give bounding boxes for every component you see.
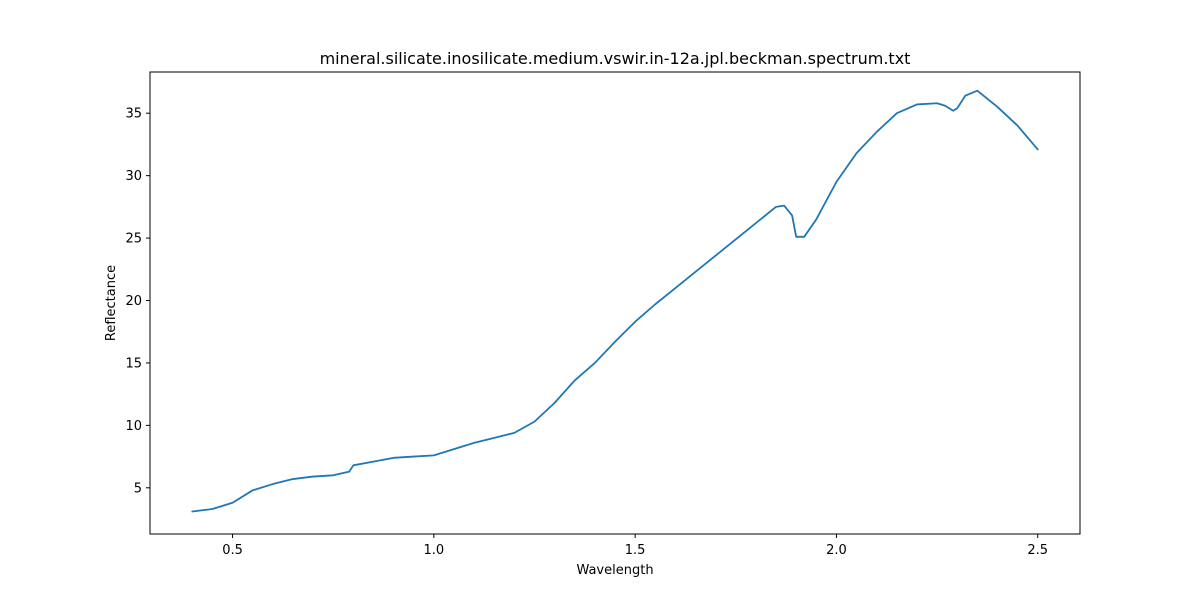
y-tick-label: 5 bbox=[134, 481, 142, 496]
series-line-0 bbox=[191, 89, 1039, 513]
y-axis-label: Reflectance bbox=[104, 265, 119, 341]
y-axis: 5 10 15 20 25 30 35 bbox=[125, 107, 150, 496]
y-tick-label: 35 bbox=[125, 107, 142, 122]
plot-area bbox=[191, 89, 1039, 513]
chart-title: mineral.silicate.inosilicate.medium.vswi… bbox=[320, 49, 911, 68]
x-tick-label: 0.5 bbox=[222, 543, 243, 558]
y-tick-label: 25 bbox=[125, 232, 142, 247]
y-tick-label: 10 bbox=[125, 419, 142, 434]
x-tick-label: 1.0 bbox=[423, 543, 444, 558]
y-tick-label: 15 bbox=[125, 356, 142, 371]
y-tick-label: 20 bbox=[125, 294, 142, 309]
x-tick-label: 2.5 bbox=[1027, 543, 1048, 558]
x-axis: 0.5 1.0 1.5 2.0 2.5 bbox=[222, 534, 1048, 558]
x-tick-label: 1.5 bbox=[625, 543, 646, 558]
x-tick-label: 2.0 bbox=[826, 543, 847, 558]
axes-frame bbox=[149, 71, 1081, 535]
x-axis-label: Wavelength bbox=[576, 563, 653, 578]
y-tick-label: 30 bbox=[125, 169, 142, 184]
